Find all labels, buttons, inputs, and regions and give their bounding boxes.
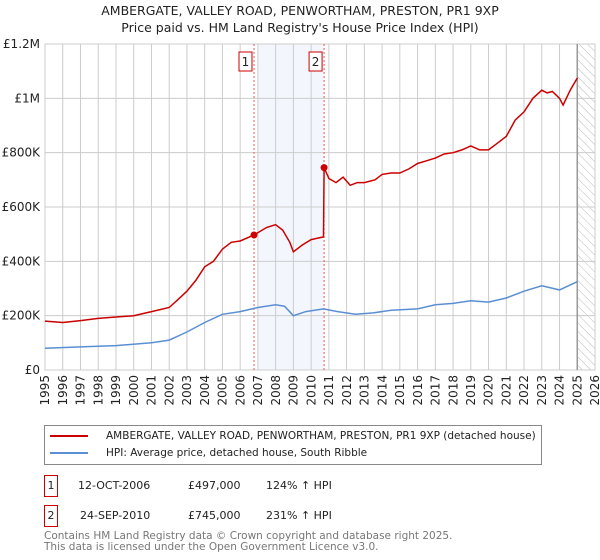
x-tick-label: 2005 — [216, 375, 230, 406]
chart-plot: 1995 1996 1997 1998 1999 2000 2001 2002 2003 2004… — [2, 37, 600, 406]
y-tick-label: £1M — [14, 91, 40, 105]
x-tick-label: 2013 — [358, 375, 372, 406]
sale-marker-label: 1 — [242, 55, 250, 69]
chart-title: AMBERGATE, VALLEY ROAD, PENWORTHAM, PRES… — [101, 3, 499, 18]
x-tick-label: 2011 — [322, 375, 336, 406]
sale-point — [250, 231, 258, 239]
x-tick-label: 1996 — [56, 375, 70, 406]
x-tick-label: 2026 — [588, 375, 600, 406]
y-tick-label: £200K — [2, 309, 42, 323]
legend-label: AMBERGATE, VALLEY ROAD, PENWORTHAM, PRES… — [106, 430, 536, 442]
x-tick-label: 2001 — [145, 375, 159, 406]
y-tick-label: £600K — [2, 200, 42, 214]
x-tick-label: 2000 — [127, 375, 141, 406]
footer: Contains HM Land Registry data © Crown c… — [44, 531, 452, 553]
y-tick-label: £400K — [2, 254, 42, 268]
sale-date: 24-SEP-2010 — [80, 509, 151, 522]
x-tick-label: 2025 — [570, 375, 584, 406]
sale-marker-label: 2 — [312, 55, 320, 69]
y-tick-label: £0 — [25, 363, 40, 377]
sale-marker-box — [308, 51, 323, 72]
sale-number-badge: 2 — [44, 505, 58, 527]
x-tick-label: 2019 — [464, 375, 478, 406]
x-tick-label: 2008 — [269, 375, 283, 406]
x-tick-label: 2002 — [162, 375, 176, 406]
x-tick-label: 1999 — [109, 375, 123, 406]
x-tick-label: 2014 — [375, 375, 389, 406]
legend-item-hpi: HPI: Average price, detached house, Sout… — [45, 444, 367, 462]
sale-hpi: 231% ↑ HPI — [266, 509, 332, 522]
y-tick-label: £800K — [2, 146, 42, 160]
x-tick-label: 2007 — [251, 375, 265, 406]
plot-border — [44, 43, 596, 371]
sale-date: 12-OCT-2006 — [78, 479, 151, 492]
legend: AMBERGATE, VALLEY ROAD, PENWORTHAM, PRES… — [44, 425, 542, 465]
legend-swatch-red — [50, 435, 88, 437]
x-tick-label: 1997 — [74, 375, 88, 406]
price-paid-line — [44, 77, 578, 324]
legend-item-property: AMBERGATE, VALLEY ROAD, PENWORTHAM, PRES… — [45, 427, 536, 445]
x-tick-label: 2024 — [553, 375, 567, 406]
x-tick-label: 1995 — [38, 375, 52, 406]
x-tick-label: 2010 — [304, 375, 318, 406]
footer-line: This data is licensed under the Open Gov… — [44, 541, 379, 553]
x-tick-label: 2020 — [482, 375, 496, 406]
sale-row: 2 24-SEP-2010 £745,000 231% ↑ HPI — [44, 505, 544, 527]
sale-number-badge: 1 — [44, 475, 58, 497]
x-tick-label: 2018 — [446, 375, 460, 406]
x-tick-label: 2009 — [287, 375, 301, 406]
legend-swatch-blue — [50, 452, 88, 454]
x-tick-label: 2015 — [393, 375, 407, 406]
x-tick-label: 2004 — [198, 375, 212, 406]
sale-hpi: 124% ↑ HPI — [266, 479, 332, 492]
sale-point — [320, 164, 328, 172]
x-tick-label: 2006 — [233, 375, 247, 406]
x-tick-label: 2021 — [499, 375, 513, 406]
sale-row: 1 12-OCT-2006 £497,000 124% ↑ HPI — [44, 475, 544, 497]
sale-marker-box — [238, 51, 253, 72]
x-tick-label: 2023 — [535, 375, 549, 406]
x-tick-label: 2022 — [517, 375, 531, 406]
sale-price: £497,000 — [188, 479, 241, 492]
hpi-line — [44, 281, 578, 350]
x-tick-label: 2012 — [340, 375, 354, 406]
chart-subtitle: Price paid vs. HM Land Registry's House … — [121, 20, 479, 35]
y-tick-label: £1.2M — [3, 37, 40, 51]
x-tick-label: 2017 — [429, 375, 443, 406]
legend-label: HPI: Average price, detached house, Sout… — [106, 447, 368, 459]
footer-line: Contains HM Land Registry data © Crown c… — [44, 530, 453, 542]
sale-price: £745,000 — [188, 509, 241, 522]
x-tick-label: 2016 — [411, 375, 425, 406]
x-tick-label: 2003 — [180, 375, 194, 406]
x-tick-label: 1998 — [91, 375, 105, 406]
